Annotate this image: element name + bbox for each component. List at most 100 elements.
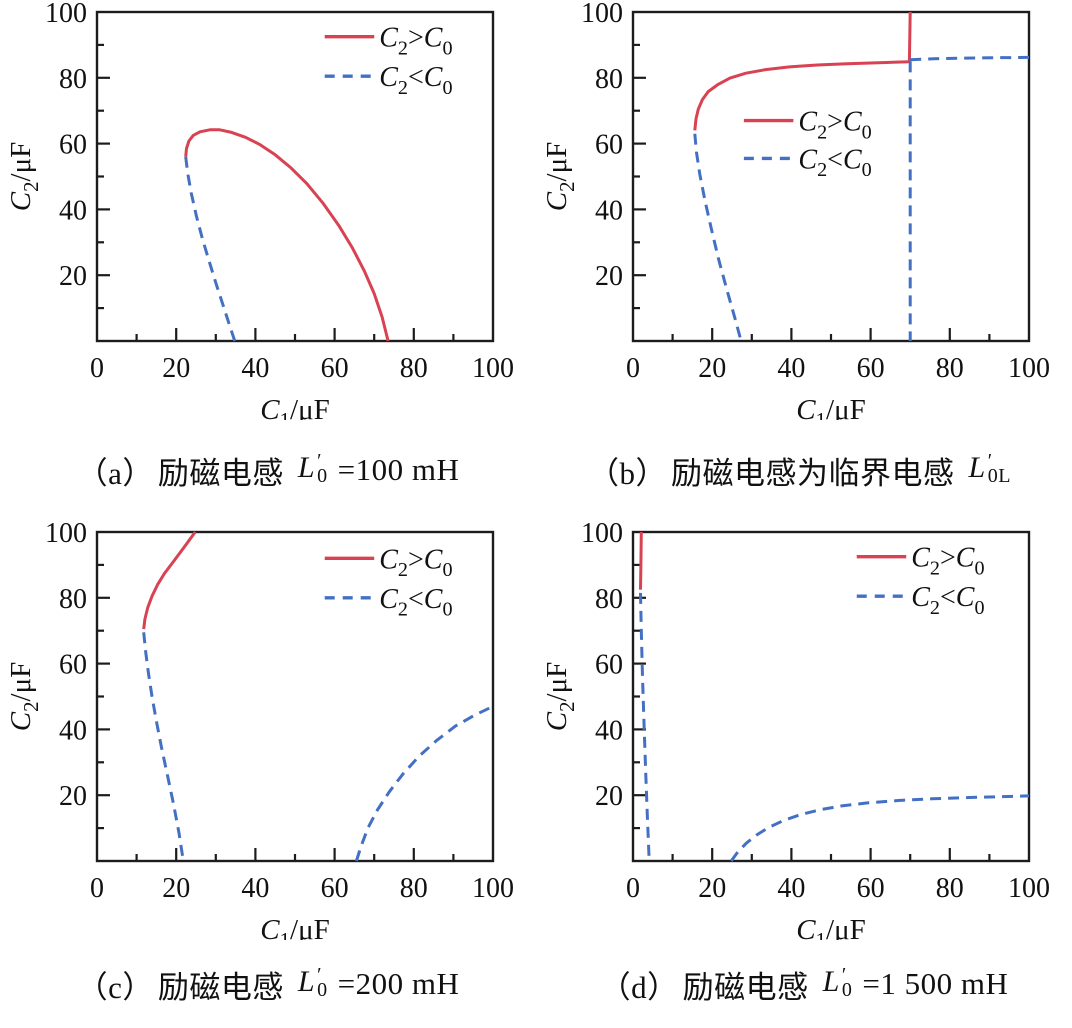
x-tick-label: 40 xyxy=(777,353,805,384)
y-tick-label: 40 xyxy=(595,195,623,226)
y-tick-label: 20 xyxy=(595,261,623,292)
x-tick-label: 100 xyxy=(1008,873,1050,904)
series-c2-lt-curve xyxy=(142,632,494,862)
caption-a-text: 励磁电感 xyxy=(157,455,284,491)
x-tick-label: 100 xyxy=(1008,353,1050,384)
y-tick-label: 100 xyxy=(45,520,87,549)
x-tick-label: 40 xyxy=(241,353,269,384)
x-tick-label: 100 xyxy=(472,873,514,904)
y-tick-label: 60 xyxy=(59,650,87,681)
legend-label-gt: C2>C0 xyxy=(379,544,452,581)
legend-label-gt: C2>C0 xyxy=(911,543,984,580)
x-tick-label: 0 xyxy=(90,873,104,904)
chart-a-plot: 0 20 40 60 80 100 20 40 60 80 100 C1/μF C2/μF C2>C0C2… xyxy=(5,0,514,420)
x-tick-label: 40 xyxy=(777,873,805,904)
series-c2-lt-curve xyxy=(184,156,237,342)
caption-c: （c） 励磁电感 L ′ 0 =200 mH xyxy=(0,940,536,1028)
subscript: 0L xyxy=(987,464,1011,487)
x-tick-label: 20 xyxy=(162,353,190,384)
caption-d-index: （d） xyxy=(599,969,679,1005)
x-axis-label: C1/μF xyxy=(796,914,866,940)
x-tick-label: 100 xyxy=(472,353,514,384)
caption-a: （a） 励磁电感 L ′ 0 =100 mH xyxy=(0,420,536,520)
x-tick-label: 80 xyxy=(400,353,428,384)
tick-marks xyxy=(97,43,455,341)
y-tick-label: 40 xyxy=(595,715,623,746)
caption-c-value: =200 mH xyxy=(337,966,460,1001)
tick-labels: 0 20 40 60 80 100 20 40 60 80 100 xyxy=(581,520,1050,904)
plot-frame xyxy=(631,10,1031,343)
prime-mark: ′ xyxy=(317,449,322,472)
y-tick-label: 80 xyxy=(595,584,623,615)
x-axis-label: C1/μF xyxy=(260,394,330,420)
x-tick-label: 0 xyxy=(90,353,104,384)
prime-mark: ′ xyxy=(841,963,847,986)
x-tick-label: 20 xyxy=(698,353,726,384)
y-axis-label: C2/μF xyxy=(5,142,43,212)
caption-d-text: 励磁电感 xyxy=(682,969,809,1005)
subscript: 0 xyxy=(317,978,328,1001)
chart-b: 0 20 40 60 80 100 20 40 60 80 100 C1/μF C2/μF C2>C0C2… xyxy=(536,0,1072,420)
series-c2-lt-curve xyxy=(639,592,1030,862)
caption-c-text: 励磁电感 xyxy=(157,969,284,1005)
legend-label-gt: C2>C0 xyxy=(798,107,871,144)
caption-d: （d） 励磁电感 L ′ 0 =1 500 mH xyxy=(536,940,1072,1028)
legend-label-lt: C2<C0 xyxy=(798,144,871,181)
series-c2-gt-curve xyxy=(639,531,643,590)
prime-mark: ′ xyxy=(317,963,322,986)
y-tick-label: 40 xyxy=(59,715,87,746)
x-tick-label: 80 xyxy=(936,873,964,904)
legend-label-lt: C2<C0 xyxy=(379,62,452,99)
subscript: 0 xyxy=(841,978,853,1001)
tick-labels: 0 20 40 60 80 100 20 40 60 80 100 xyxy=(581,0,1050,384)
x-tick-label: 60 xyxy=(321,353,349,384)
caption-b-index: （b） xyxy=(588,455,667,491)
y-tick-label: 20 xyxy=(595,781,623,812)
series-c2-lt-curve xyxy=(693,55,1030,342)
tick-labels: 0 20 40 60 80 100 20 40 60 80 100 xyxy=(45,520,514,904)
legend-label-lt: C2<C0 xyxy=(911,582,984,619)
x-tick-label: 80 xyxy=(936,353,964,384)
legend-label-lt: C2<C0 xyxy=(379,584,452,621)
chart-c: 0 20 40 60 80 100 20 40 60 80 100 C1/μF C2/μF C2>C0C2… xyxy=(0,520,536,940)
y-tick-label: 60 xyxy=(595,130,623,161)
y-tick-label: 20 xyxy=(59,781,87,812)
chart-d: 0 20 40 60 80 100 20 40 60 80 100 C1/μF C2/μF C2>C0C2… xyxy=(536,520,1072,940)
inductance-symbol-c: L ′ 0 xyxy=(297,963,328,1001)
subscript: 0 xyxy=(317,464,328,487)
caption-b-text: 励磁电感为临界电感 xyxy=(671,455,955,491)
y-tick-label: 60 xyxy=(595,650,623,681)
inductance-symbol-a: L ′ 0 xyxy=(297,449,328,487)
tick-labels: 0 20 40 60 80 100 20 40 60 80 100 xyxy=(45,0,514,384)
y-axis-label: C2/μF xyxy=(5,662,43,732)
y-tick-label: 40 xyxy=(59,195,87,226)
series-c2-gt-curve xyxy=(693,11,912,131)
tick-marks xyxy=(97,563,455,861)
x-tick-label: 40 xyxy=(241,873,269,904)
y-tick-label: 80 xyxy=(59,64,87,95)
chart-b-plot: 0 20 40 60 80 100 20 40 60 80 100 C1/μF C2/μF C2>C0C2… xyxy=(541,0,1050,420)
prime-mark: ′ xyxy=(987,449,993,472)
series-c2-gt-curve xyxy=(184,128,390,342)
caption-b: （b） 励磁电感为临界电感 L ′ 0L xyxy=(536,420,1072,520)
y-tick-label: 80 xyxy=(59,584,87,615)
x-tick-label: 0 xyxy=(626,353,640,384)
y-tick-label: 80 xyxy=(595,64,623,95)
x-tick-label: 60 xyxy=(857,353,885,384)
legend-label-gt: C2>C0 xyxy=(379,23,452,60)
plot-frame xyxy=(95,530,495,863)
tick-marks xyxy=(633,43,991,341)
chart-c-plot: 0 20 40 60 80 100 20 40 60 80 100 C1/μF C2/μF C2>C0C2… xyxy=(5,520,514,940)
y-tick-label: 20 xyxy=(59,261,87,292)
inductance-symbol-d: L ′ 0 xyxy=(822,963,853,1001)
x-tick-label: 60 xyxy=(857,873,885,904)
inductance-symbol-b: L ′ 0L xyxy=(968,449,1011,487)
y-tick-label: 100 xyxy=(581,520,623,549)
x-tick-label: 20 xyxy=(162,873,190,904)
x-tick-label: 20 xyxy=(698,873,726,904)
